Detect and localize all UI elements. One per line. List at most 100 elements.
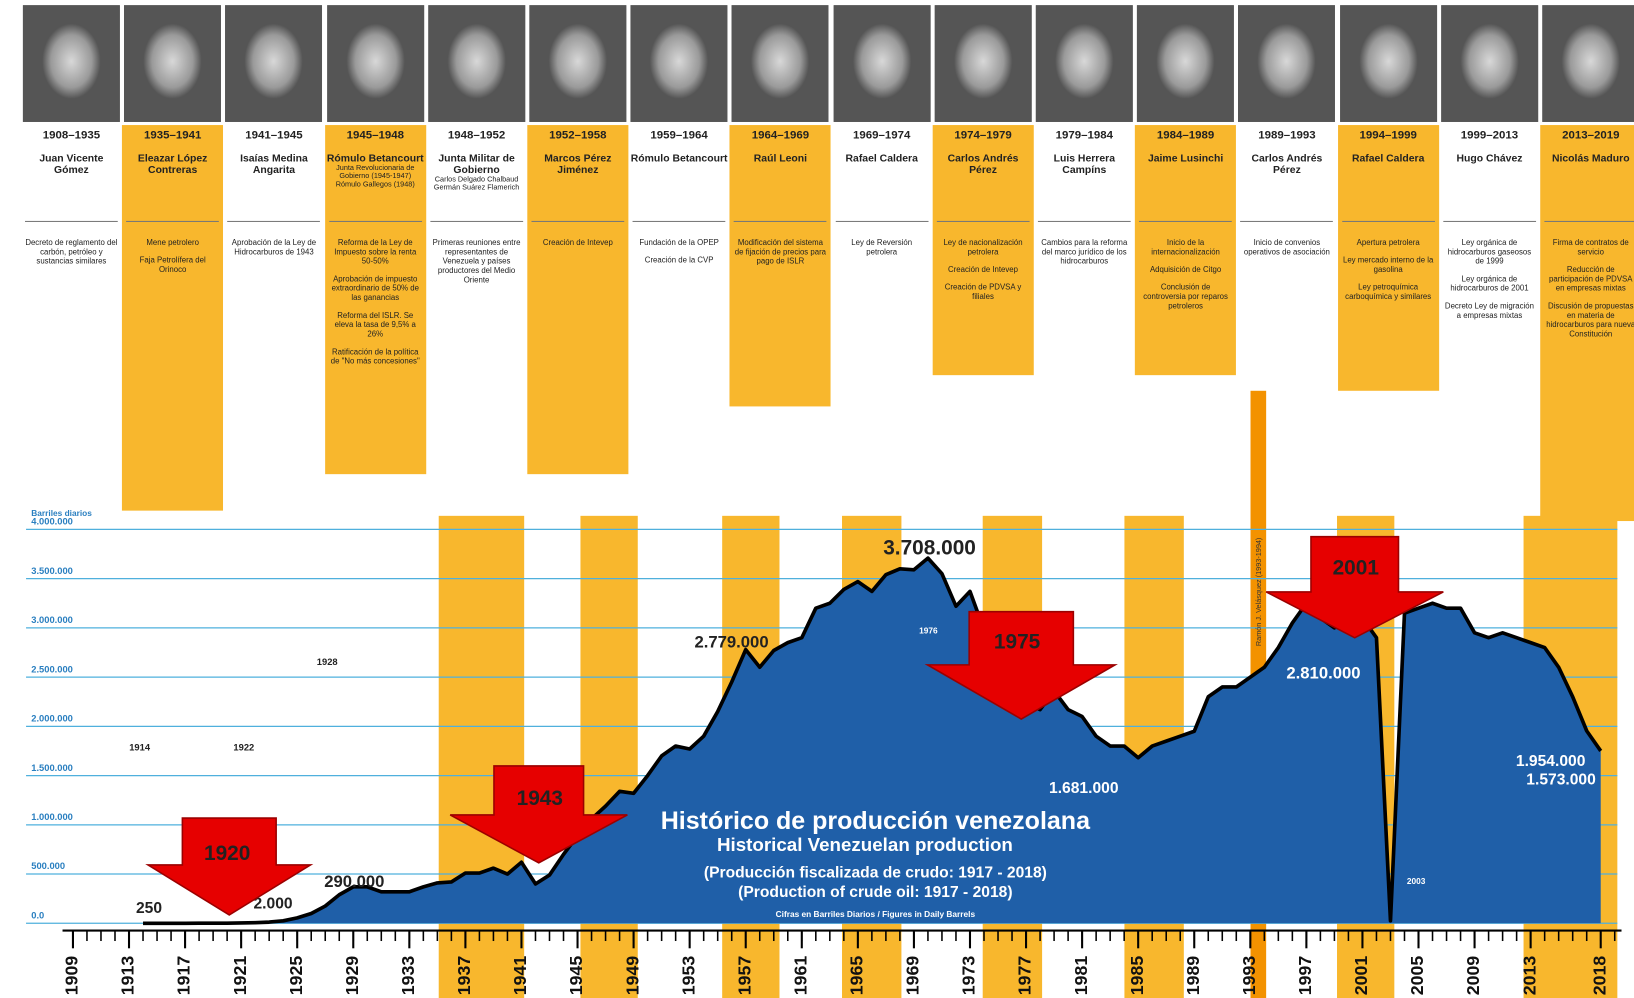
separator <box>734 221 827 222</box>
x-tick-label: 1913 <box>118 956 138 996</box>
annotation: 1.681.000 <box>1049 780 1119 797</box>
milestone: Adquisición de Citgo <box>1139 265 1232 274</box>
period: 1984–1989 <box>1135 129 1236 142</box>
x-tick-label: 2001 <box>1351 956 1371 996</box>
milestone: Inicio de convenios operativos de asocia… <box>1241 238 1334 257</box>
chart-note: Cifras en Barriles Diarios / Figures in … <box>776 909 976 919</box>
president-names: Luis Herrera Campíns <box>1036 153 1133 176</box>
president-name: Rómulo Betancourt <box>327 153 424 164</box>
x-tick-label: 1933 <box>398 956 418 996</box>
president-names: Eleazar López Contreras <box>124 153 221 176</box>
annotation: 3.708.000 <box>883 537 976 560</box>
chart-subtitle: Historical Venezuelan production <box>717 834 1013 855</box>
y-tick-label: 1.500.000 <box>31 763 73 773</box>
period: 1979–1984 <box>1034 129 1135 142</box>
separator <box>633 221 726 222</box>
x-tick-label: 1977 <box>1015 956 1035 996</box>
annotation: 1.573.000 <box>1526 772 1596 789</box>
x-tick-label: 1937 <box>454 956 474 996</box>
milestone: Modificación del sistema de fijación de … <box>734 238 827 266</box>
president-name: Nicolás Maduro <box>1542 153 1634 164</box>
x-tick-label: 1925 <box>286 956 306 996</box>
portrait <box>1238 5 1335 122</box>
x-tick-label: 1993 <box>1239 956 1259 996</box>
milestones: Ley de nacionalización petrolera Creación… <box>937 238 1030 310</box>
chart-title: Histórico de producción venezolana <box>661 807 1091 835</box>
y-tick-label: 2.000.000 <box>31 714 73 724</box>
milestones: Reforma de la Ley de Impuesto sobre la r… <box>329 238 422 375</box>
portrait <box>631 5 728 122</box>
period: 2013–2019 <box>1540 129 1634 142</box>
milestone: Reforma de la Ley de Impuesto sobre la r… <box>329 238 422 266</box>
milestones: Creación de Intevep <box>531 238 624 256</box>
x-tick-label: 1949 <box>622 956 642 996</box>
x-tick-label: 1981 <box>1071 956 1091 996</box>
portrait <box>327 5 424 122</box>
x-tick-label: 1965 <box>847 956 867 996</box>
milestone: Ley de nacionalización petrolera <box>937 238 1030 257</box>
x-tick-label: 2018 <box>1589 956 1609 996</box>
president-names: Marcos Pérez Jiménez <box>529 153 626 176</box>
period: 1969–1974 <box>831 129 932 142</box>
portrait <box>1542 5 1634 122</box>
portrait <box>833 5 930 122</box>
milestone: Decreto de reglamento del carbón, petról… <box>25 238 118 266</box>
period-stripe <box>439 516 524 998</box>
milestones: Firma de contratos de servicioReducción … <box>1544 238 1634 347</box>
president-name: Rómulo Betancourt <box>631 153 728 164</box>
annotation: 1928 <box>317 657 338 667</box>
y-tick-label: 500.000 <box>31 861 65 871</box>
milestone: Discusión de propuestas en materia de hi… <box>1544 301 1634 339</box>
milestone: Reforma del ISLR. Se eleva la tasa de 9,… <box>329 311 422 339</box>
milestones: Primeras reuniones entre representantes … <box>430 238 523 293</box>
milestone: Ley orgánica de hidrocarburos de 2001 <box>1443 274 1536 293</box>
x-tick-label: 1929 <box>342 956 362 996</box>
portrait <box>1137 5 1234 122</box>
period: 1945–1948 <box>325 129 426 142</box>
highlight-year: 2001 <box>1333 556 1379 579</box>
milestone: Ley orgánica de hidrocarburos gaseosos d… <box>1443 238 1536 266</box>
milestone: Apertura petrolera <box>1342 238 1435 247</box>
president-names: Rafael Caldera <box>1340 153 1437 164</box>
annotation: 250 <box>136 900 162 917</box>
milestones: Decreto de reglamento del carbón, petról… <box>25 238 118 274</box>
milestone: Firma de contratos de servicio <box>1544 238 1634 257</box>
milestone: Fundación de la OPEP <box>633 238 726 247</box>
period: 1908–1935 <box>21 129 122 142</box>
x-tick-label: 1961 <box>790 956 810 996</box>
milestones: Modificación del sistema de fijación de … <box>734 238 827 274</box>
milestone: Creación de la CVP <box>633 255 726 264</box>
y-tick-label: 3.000.000 <box>31 615 73 625</box>
milestone: Inicio de la internacionalización <box>1139 238 1232 257</box>
milestone: Cambios para la reforma del marco jurídi… <box>1038 238 1131 266</box>
period-stripe <box>580 516 637 998</box>
annotation: 1914 <box>129 743 151 753</box>
separator <box>1139 221 1232 222</box>
president-note: Carlos Delgado Chalbaud <box>428 176 525 184</box>
annotation: 290.000 <box>324 872 384 891</box>
y-tick-label: 2.500.000 <box>31 664 73 674</box>
milestone: Conclusión de controversia por reparos p… <box>1139 282 1232 310</box>
president-name: Carlos Andrés Pérez <box>935 153 1032 176</box>
president-names: Raúl Leoni <box>732 153 829 164</box>
portrait <box>732 5 829 122</box>
page: Barriles diarios 0.0500.0001.000.0001.50… <box>0 0 1634 998</box>
period-panel <box>527 125 628 474</box>
period: 1935–1941 <box>122 129 223 142</box>
milestone: Primeras reuniones entre representantes … <box>430 238 523 285</box>
x-tick-label: 1957 <box>734 956 754 996</box>
separator <box>1038 221 1131 222</box>
president-name: Carlos Andrés Pérez <box>1238 153 1335 176</box>
milestones: Cambios para la reforma del marco jurídi… <box>1038 238 1131 274</box>
milestones: Inicio de la internacionalización Adquisi… <box>1139 238 1232 319</box>
y-tick-label: 0.0 <box>31 910 44 920</box>
annotation: 2.810.000 <box>1286 664 1360 683</box>
milestone: Creación de PDVSA y filiales <box>937 282 1030 301</box>
president-note: Rómulo Gallegos (1948) <box>327 181 424 189</box>
highlight-year: 1920 <box>204 842 250 865</box>
separator <box>835 221 928 222</box>
annotation: 1922 <box>233 743 254 753</box>
milestone: Ley de Reversión petrolera <box>835 238 928 257</box>
president-names: Rómulo Betancourt <box>631 153 728 164</box>
president-names: Nicolás Maduro <box>1542 153 1634 164</box>
